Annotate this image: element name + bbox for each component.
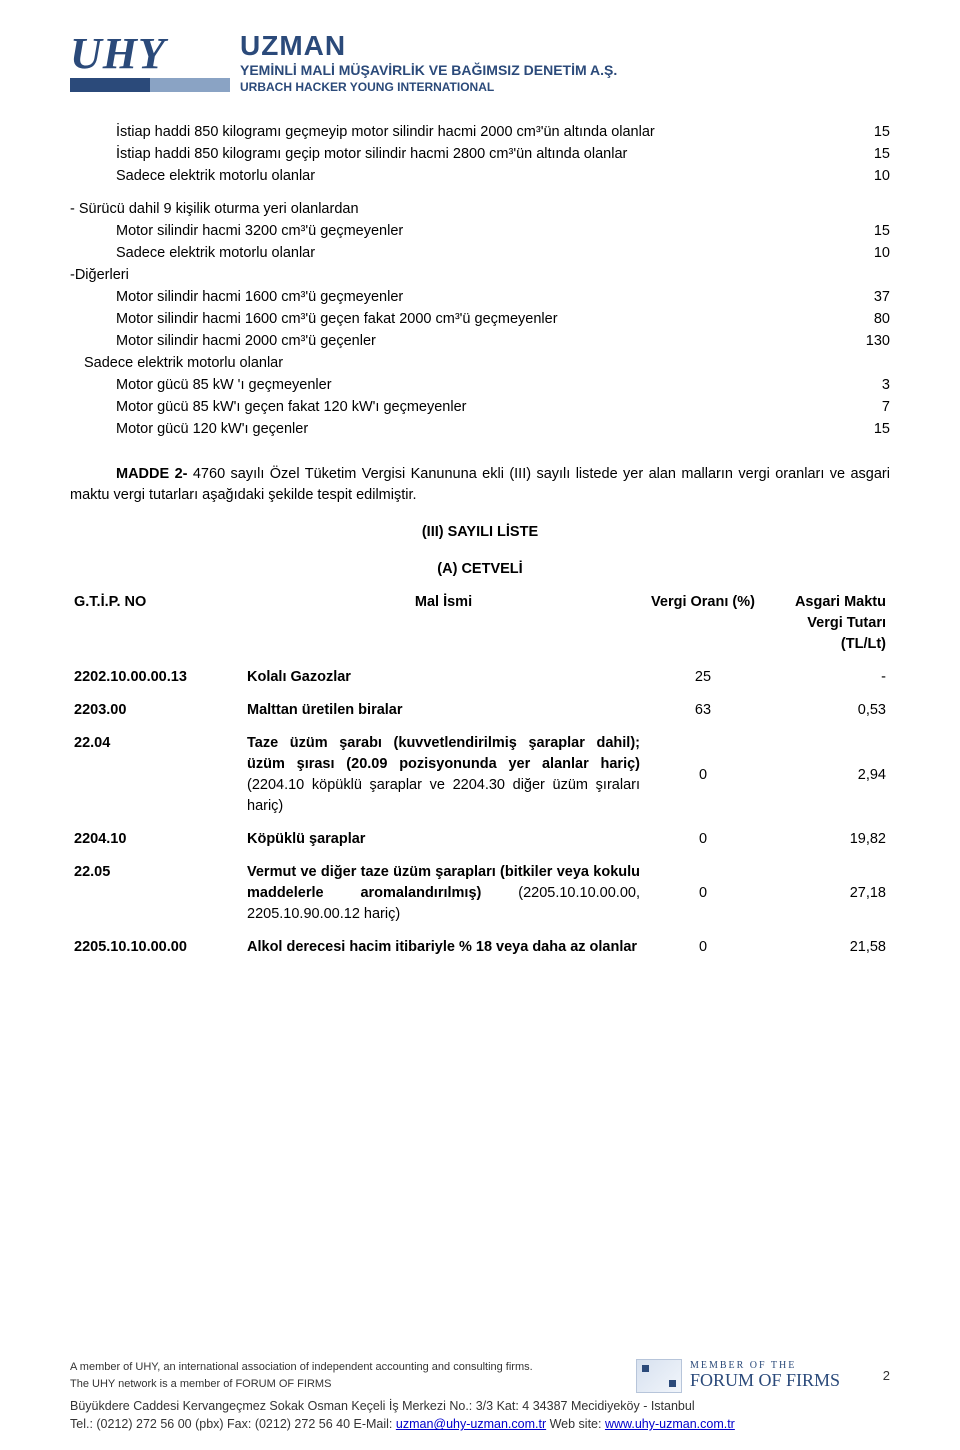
madde2-paragraph: MADDE 2- 4760 sayılı Özel Tüketim Vergis… (70, 464, 890, 506)
row-val: 15 (830, 221, 890, 242)
brand-sub1: YEMİNLİ MALİ MÜŞAVİRLİK VE BAĞIMSIZ DENE… (240, 62, 617, 78)
row-val: 3 (830, 375, 890, 396)
cell-tutar: - (762, 661, 890, 694)
footer-web-link[interactable]: www.uhy-uzman.com.tr (605, 1417, 735, 1431)
cell-mal: Alkol derecesi hacim itibariyle % 18 vey… (243, 931, 644, 964)
cell-oran: 0 (644, 823, 762, 856)
tax-table: G.T.İ.P. NO Mal İsmi Vergi Oranı (%) Asg… (70, 586, 890, 964)
row-val: 15 (830, 144, 890, 165)
cell-tutar: 19,82 (762, 823, 890, 856)
row-label: İstiap haddi 850 kilogramı geçip motor s… (70, 144, 830, 165)
cell-oran: 0 (644, 931, 762, 964)
cell-oran: 0 (644, 727, 762, 823)
uhy-logo: UHY (70, 32, 230, 92)
th-gtip: G.T.İ.P. NO (70, 586, 243, 661)
row-val: 37 (830, 287, 890, 308)
cell-mal: Köpüklü şaraplar (243, 823, 644, 856)
cell-gtip: 22.04 (70, 727, 243, 823)
main-content: İstiap haddi 850 kilogramı geçmeyip moto… (70, 122, 890, 965)
row-label: Motor silindir hacmi 1600 cm³'ü geçen fa… (70, 311, 558, 327)
madde2-text: 4760 sayılı Özel Tüketim Vergisi Kanunun… (70, 466, 890, 503)
table-row: 22.04 Taze üzüm şarabı (kuvvetlendirilmi… (70, 727, 890, 823)
row-val: 15 (830, 122, 890, 143)
uhy-logo-text: UHY (70, 32, 230, 76)
cell-mal: Taze üzüm şarabı (kuvvetlendirilmiş şara… (243, 727, 644, 823)
footer-address: Büyükdere Caddesi Kervangeçmez Sokak Osm… (70, 1397, 890, 1435)
cell-tutar: 0,53 (762, 694, 890, 727)
rows4-title: Sadece elektrik motorlu olanlar (70, 353, 830, 374)
brand-sub2: URBACH HACKER YOUNG INTERNATIONAL (240, 80, 617, 94)
row-val: 10 (830, 166, 890, 187)
brand-main: UZMAN (240, 30, 617, 62)
cell-tutar: 27,18 (762, 856, 890, 931)
table-title-2: (A) CETVELİ (70, 559, 890, 580)
table-row: 22.05 Vermut ve diğer taze üzüm şaraplar… (70, 856, 890, 931)
row-val: 10 (830, 243, 890, 264)
madde2-prefix: MADDE 2- (116, 466, 187, 482)
row-label: Motor gücü 85 kW 'ı geçmeyenler (70, 375, 830, 396)
group3-title: -Diğerleri (70, 265, 830, 286)
row-val: 130 (830, 331, 890, 352)
footer-line2: The UHY network is a member of FORUM OF … (70, 1376, 626, 1393)
cell-oran: 25 (644, 661, 762, 694)
table-row: 2203.00 Malttan üretilen biralar 63 0,53 (70, 694, 890, 727)
footer-addr1: Büyükdere Caddesi Kervangeçmez Sokak Osm… (70, 1397, 890, 1416)
row-val: 7 (830, 397, 890, 418)
cell-mal: Kolalı Gazozlar (243, 661, 644, 694)
footer-email-link[interactable]: uzman@uhy-uzman.com.tr (396, 1417, 546, 1431)
table-row: 2202.10.00.00.13 Kolalı Gazozlar 25 - (70, 661, 890, 694)
row-label: Motor gücü 120 kW'ı geçenler (70, 419, 830, 440)
row-label: Motor silindir hacmi 3200 cm³'ü geçmeyen… (70, 221, 830, 242)
row-label: Motor gücü 85 kW'ı geçen fakat 120 kW'ı … (70, 397, 830, 418)
row-val: 15 (830, 419, 890, 440)
forum-of-firms-badge: MEMBER OF THE FORUM OF FIRMS (636, 1359, 840, 1393)
cell-gtip: 2204.10 (70, 823, 243, 856)
cell-oran: 0 (644, 856, 762, 931)
th-tutar: Asgari Maktu Vergi Tutarı (TL/Lt) (762, 586, 890, 661)
footer-line1: A member of UHY, an international associ… (70, 1359, 626, 1376)
forum-icon (636, 1359, 682, 1393)
cell-tutar: 2,94 (762, 727, 890, 823)
table-title-1: (III) SAYILI LİSTE (70, 522, 890, 543)
cell-tutar: 21,58 (762, 931, 890, 964)
cell-mal: Malttan üretilen biralar (243, 694, 644, 727)
uhy-logo-underline (70, 78, 230, 92)
page-footer: A member of UHY, an international associ… (70, 1359, 890, 1435)
th-oran: Vergi Oranı (%) (644, 586, 762, 661)
header: UHY UZMAN YEMİNLİ MALİ MÜŞAVİRLİK VE BAĞ… (70, 30, 890, 94)
forum-big: FORUM OF FIRMS (690, 1371, 840, 1391)
page-number: 2 (850, 1368, 890, 1383)
row-label: Sadece elektrik motorlu olanlar (70, 166, 830, 187)
table-row: 2205.10.10.00.00 Alkol derecesi hacim it… (70, 931, 890, 964)
table-row: 2204.10 Köpüklü şaraplar 0 19,82 (70, 823, 890, 856)
row-val: 80 (830, 309, 890, 330)
row-label: İstiap haddi 850 kilogramı geçmeyip moto… (70, 122, 830, 143)
cell-gtip: 2202.10.00.00.13 (70, 661, 243, 694)
cell-mal: Vermut ve diğer taze üzüm şarapları (bit… (243, 856, 644, 931)
brand-text-block: UZMAN YEMİNLİ MALİ MÜŞAVİRLİK VE BAĞIMSI… (240, 30, 617, 94)
footer-addr2: Tel.: (0212) 272 56 00 (pbx) Fax: (0212)… (70, 1415, 890, 1434)
footer-disclaimer: A member of UHY, an international associ… (70, 1359, 626, 1392)
cell-oran: 63 (644, 694, 762, 727)
cell-gtip: 2203.00 (70, 694, 243, 727)
th-mal: Mal İsmi (243, 586, 644, 661)
row-label: Sadece elektrik motorlu olanlar (70, 243, 830, 264)
cell-gtip: 22.05 (70, 856, 243, 931)
cell-gtip: 2205.10.10.00.00 (70, 931, 243, 964)
row-label: Motor silindir hacmi 2000 cm³'ü geçenler (70, 331, 830, 352)
group2-title: - Sürücü dahil 9 kişilik oturma yeri ola… (70, 199, 830, 220)
row-label: Motor silindir hacmi 1600 cm³'ü geçmeyen… (70, 287, 830, 308)
